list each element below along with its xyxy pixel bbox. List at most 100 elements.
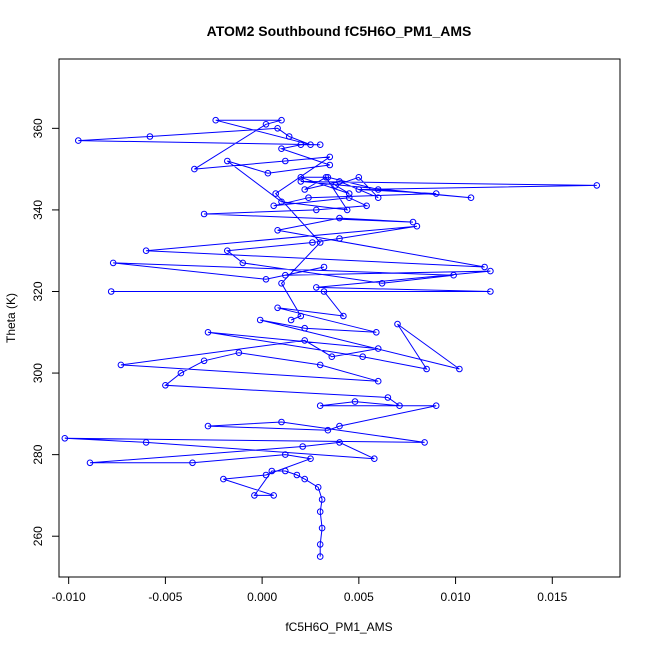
data-point xyxy=(270,492,278,499)
data-point xyxy=(299,443,307,450)
data-point xyxy=(340,312,347,320)
data-point xyxy=(336,214,343,222)
x-tick-label: 0.015 xyxy=(537,590,567,604)
data-point xyxy=(456,365,463,373)
data-point xyxy=(297,312,305,320)
data-point xyxy=(272,190,280,197)
data-point xyxy=(262,121,270,128)
data-point xyxy=(278,116,285,124)
data-point xyxy=(278,198,285,206)
y-tick-label: 300 xyxy=(31,363,45,383)
data-point xyxy=(374,186,382,193)
chart-title: ATOM2 Southbound fC5H6O_PM1_AMS xyxy=(207,23,472,39)
data-point xyxy=(297,174,305,181)
data-point xyxy=(316,402,324,410)
y-tick-label: 320 xyxy=(31,281,45,301)
data-point xyxy=(235,349,243,357)
data-point xyxy=(256,316,264,324)
data-point xyxy=(264,169,272,177)
data-point xyxy=(262,276,270,283)
y-tick-label: 280 xyxy=(31,444,45,464)
data-point xyxy=(278,280,285,287)
x-tick-label: 0.005 xyxy=(344,590,374,604)
y-axis: 260 280 300 320 340 360 xyxy=(31,118,60,546)
data-point xyxy=(274,125,281,132)
data-point xyxy=(307,455,314,463)
data-point xyxy=(297,178,305,185)
data-point xyxy=(224,247,231,254)
data-point xyxy=(278,145,285,152)
data-point xyxy=(316,553,324,560)
x-tick-label: 0.000 xyxy=(247,590,277,604)
data-point xyxy=(343,206,351,214)
data-point xyxy=(278,418,285,426)
data-point xyxy=(371,455,378,463)
x-tick-label: -0.005 xyxy=(148,590,182,604)
data-point xyxy=(320,288,328,295)
data-point xyxy=(268,467,276,475)
data-point xyxy=(270,202,278,210)
data-point xyxy=(487,267,494,275)
data-point xyxy=(432,402,440,410)
x-axis-label: fC5H6O_PM1_AMS xyxy=(285,620,392,634)
data-point xyxy=(336,178,343,185)
data-point xyxy=(328,353,336,361)
data-point xyxy=(345,194,353,201)
data-point xyxy=(301,324,309,332)
data-point xyxy=(282,467,289,475)
x-tick-label: -0.010 xyxy=(52,590,86,604)
data-point xyxy=(287,316,295,324)
data-point xyxy=(423,365,430,373)
data-point xyxy=(326,153,334,161)
data-point xyxy=(316,508,324,516)
data-point xyxy=(285,133,293,140)
data-point xyxy=(432,190,440,197)
data-point xyxy=(162,382,169,389)
data-point xyxy=(332,182,339,189)
data-point xyxy=(336,422,343,430)
data-point xyxy=(396,402,403,410)
data-point xyxy=(61,435,69,442)
data-point xyxy=(487,288,494,295)
data-point xyxy=(355,186,363,193)
data-point xyxy=(75,137,82,144)
data-point xyxy=(204,329,212,336)
data-point xyxy=(326,161,334,169)
data-point xyxy=(224,157,231,165)
data-point xyxy=(305,194,312,201)
data-point xyxy=(274,227,281,234)
data-point xyxy=(316,141,324,148)
data-point xyxy=(313,284,320,291)
data-point xyxy=(220,475,227,483)
data-point xyxy=(324,426,332,434)
data-point xyxy=(177,369,185,377)
data-point xyxy=(200,210,208,218)
data-point xyxy=(351,398,359,405)
data-point xyxy=(363,202,370,210)
data-point xyxy=(318,496,326,503)
y-axis-label: Theta (K) xyxy=(4,293,18,343)
data-point xyxy=(297,141,305,148)
data-point xyxy=(301,186,309,193)
data-point xyxy=(146,133,154,140)
data-point xyxy=(313,206,320,214)
data-point xyxy=(314,484,322,491)
data-point xyxy=(212,116,219,124)
y-tick-label: 260 xyxy=(31,526,45,546)
data-point xyxy=(324,174,332,181)
data-point xyxy=(409,218,417,226)
data-point xyxy=(322,174,330,181)
data-point xyxy=(309,239,316,246)
data-point xyxy=(86,459,94,467)
data-point xyxy=(301,337,309,344)
data-point xyxy=(274,304,281,312)
data-point xyxy=(374,377,382,385)
data-point xyxy=(336,439,343,446)
data-point xyxy=(282,157,289,165)
data-point xyxy=(251,492,258,499)
data-point xyxy=(355,174,363,181)
data-point xyxy=(450,271,457,279)
series-line xyxy=(64,119,597,557)
data-point xyxy=(345,190,353,197)
